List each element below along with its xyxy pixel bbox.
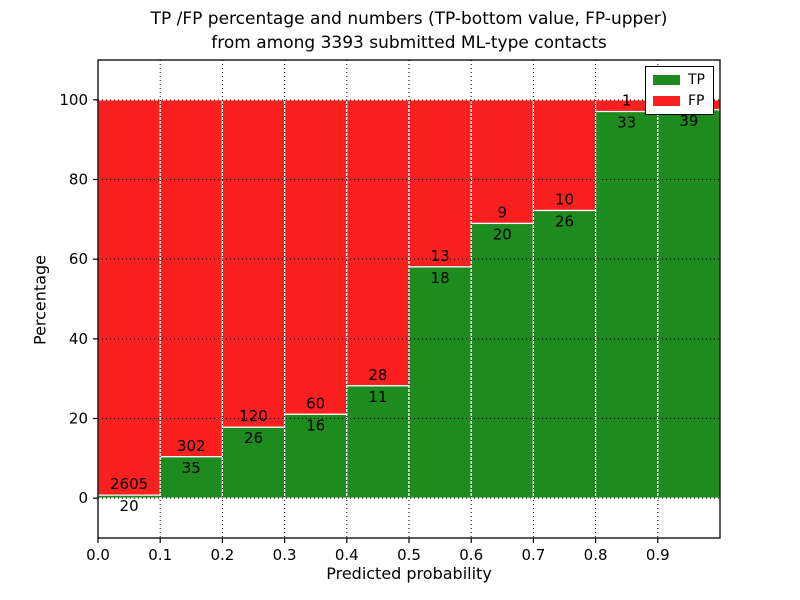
fp-count-label: 302	[177, 437, 206, 455]
bar-tp-segment	[346, 385, 410, 499]
bar-tp-segment	[657, 109, 721, 499]
tp-count-label: 35	[182, 459, 201, 477]
tp-count-label: 26	[555, 212, 574, 230]
bar-tp-segment	[594, 110, 659, 499]
tp-count-label: 11	[368, 388, 387, 406]
fp-count-label: 60	[306, 394, 325, 412]
x-tick-label: 0.3	[273, 546, 297, 564]
x-tick-label: 0.7	[521, 546, 545, 564]
bar-fp-segment	[284, 99, 348, 415]
bar-tp-segment	[408, 266, 472, 499]
chart-title-line2: from among 3393 submitted ML-type contac…	[211, 33, 607, 53]
bar-fp-segment	[346, 99, 410, 387]
fp-count-label: 120	[239, 407, 268, 425]
bar-fp-segment	[97, 99, 161, 496]
bar-tp-segment	[532, 209, 597, 499]
bar-tp-segment	[221, 426, 286, 499]
x-tick-label: 0.1	[148, 546, 172, 564]
x-tick-label: 0.4	[335, 546, 359, 564]
fp-count-label: 1	[622, 92, 632, 110]
y-tick-label: 80	[69, 171, 88, 189]
legend-item-fp: FP	[653, 93, 705, 109]
y-tick-label: 60	[69, 250, 88, 268]
legend-item-tp: TP	[653, 72, 705, 88]
tp-count-label: 39	[679, 112, 698, 130]
tp-count-label: 33	[617, 114, 636, 132]
legend-swatch-fp-icon	[653, 96, 680, 106]
bar-tp-segment	[284, 413, 348, 499]
legend-label-tp: TP	[688, 72, 705, 88]
chart-title: TP /FP percentage and numbers (TP-bottom…	[98, 7, 720, 55]
fp-count-label: 10	[555, 190, 574, 208]
tp-count-label: 26	[244, 429, 263, 447]
y-tick-label: 0	[78, 489, 88, 507]
bar-fp-segment	[221, 99, 286, 428]
x-tick-label: 0.9	[646, 546, 670, 564]
y-tick-label: 100	[59, 91, 88, 109]
x-tick-label: 0.5	[397, 546, 421, 564]
y-axis-label: Percentage	[30, 254, 50, 346]
x-axis-label: Predicted probability	[326, 564, 492, 583]
tp-count-label: 20	[493, 225, 512, 243]
legend: TP FP	[645, 66, 714, 115]
fp-count-label: 2605	[110, 475, 148, 493]
y-tick-label: 40	[69, 330, 88, 348]
fp-count-label: 28	[368, 366, 387, 384]
bar-tp-segment	[470, 222, 535, 499]
fp-count-label: 9	[498, 203, 508, 221]
tp-count-label: 20	[120, 497, 139, 515]
x-tick-label: 0.0	[86, 546, 110, 564]
tp-count-label: 18	[431, 269, 450, 287]
bar-tp-segment	[159, 456, 223, 499]
legend-label-fp: FP	[688, 93, 705, 109]
legend-swatch-tp-icon	[653, 75, 680, 85]
bar-fp-segment	[408, 99, 472, 268]
x-tick-label: 0.2	[210, 546, 234, 564]
y-tick-label: 20	[69, 410, 88, 428]
x-tick-label: 0.8	[584, 546, 608, 564]
x-tick-label: 0.6	[459, 546, 483, 564]
fp-count-label: 13	[431, 247, 450, 265]
chart-title-line1: TP /FP percentage and numbers (TP-bottom…	[150, 9, 668, 29]
tp-count-label: 16	[306, 416, 325, 434]
bar-fp-segment	[159, 99, 223, 458]
